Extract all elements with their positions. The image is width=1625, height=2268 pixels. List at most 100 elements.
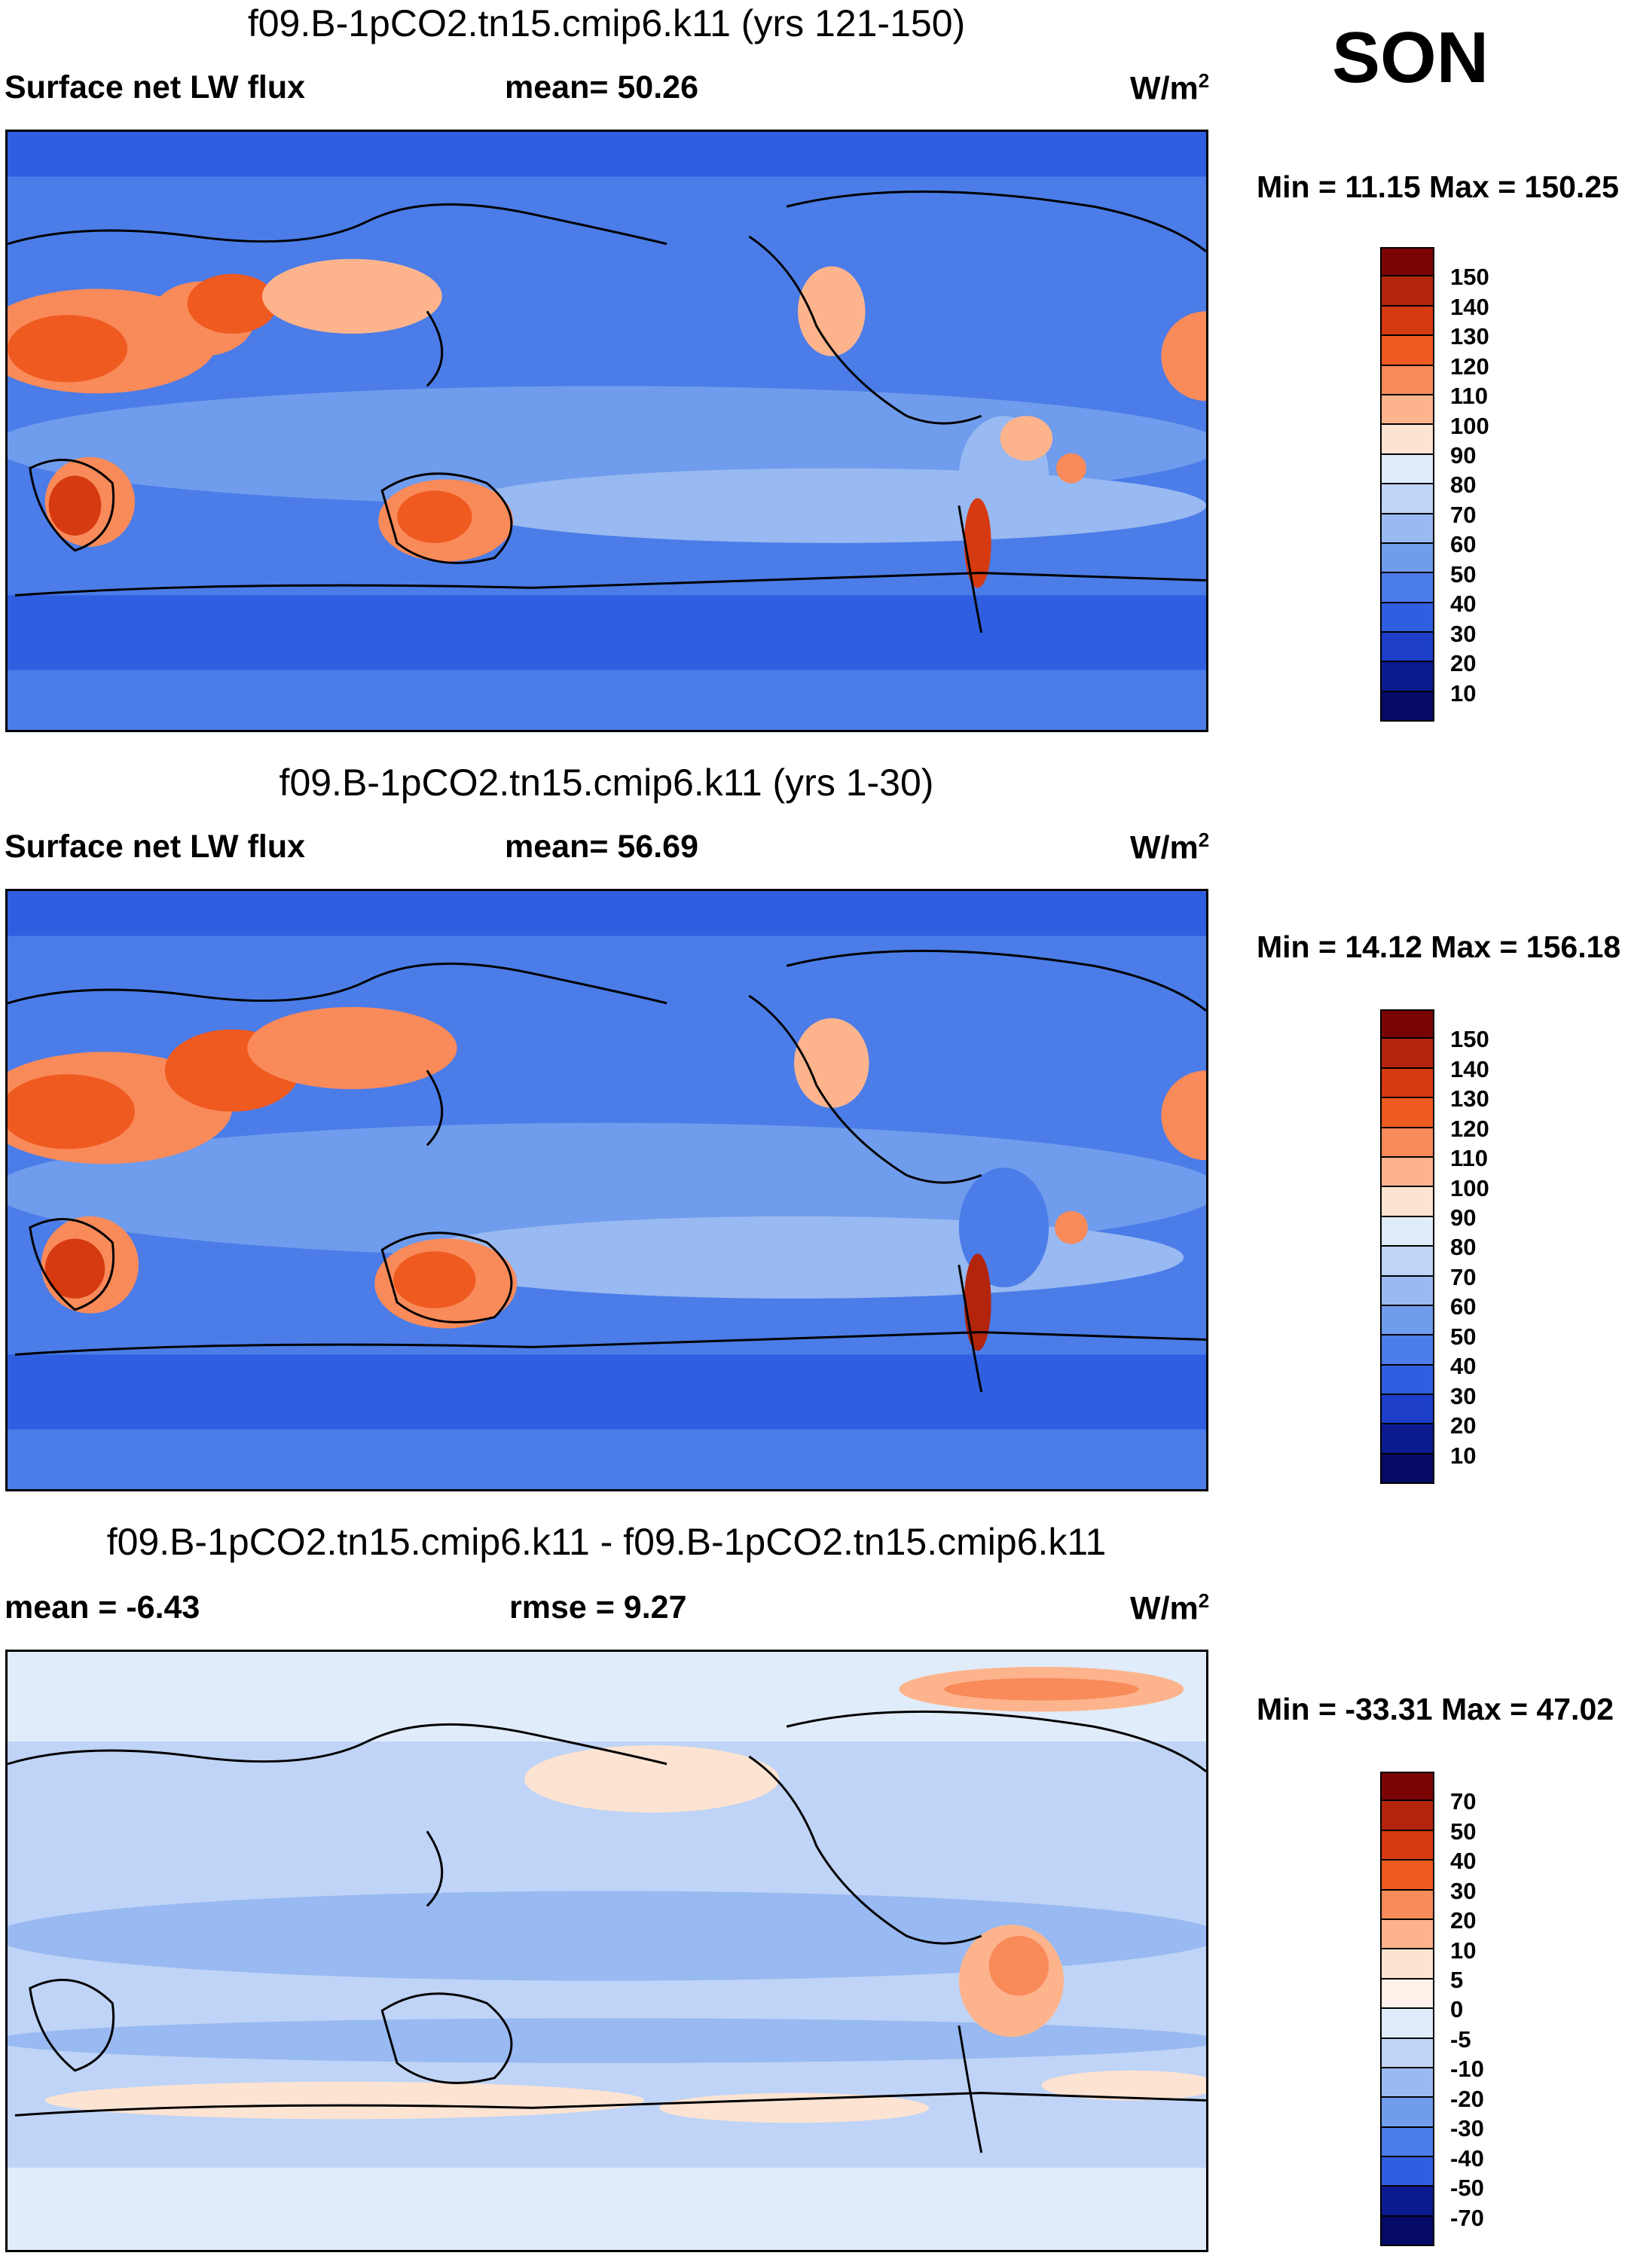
panel2-colorbar-cell (1380, 1335, 1434, 1366)
panel3-colorbar-cell (1380, 2127, 1434, 2158)
season-label: SON (1332, 17, 1489, 98)
panel3-colorbar-tick: -10 (1450, 2056, 1484, 2082)
panel2-title: f09.B-1pCO2.tn15.cmip6.k11 (yrs 1-30) (279, 762, 934, 804)
panel1-colorbar-tick: 50 (1450, 561, 1477, 588)
panel3-colorbar-tick: 20 (1450, 1907, 1477, 1934)
panel3-colorbar-cell (1380, 2098, 1434, 2128)
panel2-map (5, 889, 1208, 1491)
panel1-colorbar-cell (1380, 484, 1434, 514)
panel1-map (5, 130, 1208, 732)
panel1-colorbar-tick: 130 (1450, 323, 1489, 350)
panel1-colorbar-tick: 110 (1450, 383, 1489, 409)
panel3-colorbar-tick: 40 (1450, 1848, 1477, 1874)
panel2-map-field (8, 891, 1206, 1489)
panel2-colorbar-cell (1380, 1365, 1434, 1396)
panel3-colorbar-cell (1380, 1801, 1434, 1831)
panel2-colorbar (1380, 1009, 1434, 1485)
panel1-map-field (8, 132, 1206, 730)
panel1-colorbar (1380, 247, 1434, 722)
panel1-colorbar-cell (1380, 247, 1434, 277)
panel2-colorbar-tick: 150 (1450, 1026, 1489, 1052)
panel2-colorbar-cell (1380, 1157, 1434, 1188)
panel3-colorbar-cell (1380, 2009, 1434, 2039)
panel1-colorbar-cell (1380, 514, 1434, 544)
panel3-colorbar-tick: 70 (1450, 1788, 1477, 1815)
panel2-colorbar-cell (1380, 1098, 1434, 1128)
panel3-title: f09.B-1pCO2.tn15.cmip6.k11 - f09.B-1pCO2… (106, 1521, 1107, 1563)
panel1-minmax: Min = 11.15 Max = 150.25 (1257, 169, 1619, 204)
panel1-colorbar-cell (1380, 425, 1434, 455)
panel1-colorbar-tick: 120 (1450, 353, 1489, 380)
panel3-colorbar-cell (1380, 2068, 1434, 2099)
panel2-colorbar-tick: 20 (1450, 1412, 1477, 1439)
panel3-colorbar-tick: 30 (1450, 1878, 1477, 1904)
panel3-map-field (8, 1652, 1206, 2250)
panel2-colorbar-cell (1380, 1187, 1434, 1217)
panel2-colorbar-cell (1380, 1068, 1434, 1099)
panel1-colorbar-cell (1380, 543, 1434, 574)
panel2-colorbar-tick: 30 (1450, 1383, 1477, 1409)
panel2-colorbar-tick: 140 (1450, 1056, 1489, 1082)
panel2-colorbar-cell (1380, 1247, 1434, 1277)
panel1-colorbar-tick: 60 (1450, 531, 1477, 557)
panel3-colorbar-cell (1380, 1949, 1434, 1980)
panel1-colorbar-tick: 70 (1450, 502, 1477, 528)
panel1-colorbar-tick: 30 (1450, 621, 1477, 647)
panel1-field-label: Surface net LW flux (5, 69, 306, 105)
panel3-colorbar-tick: 0 (1450, 1996, 1464, 2022)
panel1-colorbar-tick: 140 (1450, 294, 1489, 320)
panel2-colorbar-tick: 110 (1450, 1145, 1489, 1171)
panel1-colorbar-cell (1380, 306, 1434, 337)
panel3-colorbar-labels: 70 50 40 30 20 10 5 0 -5 -10 -20 -30 -40… (1450, 1772, 1541, 2254)
panel1-colorbar-tick: 150 (1450, 264, 1489, 290)
panel2-mean-label: mean= 56.69 (505, 829, 698, 865)
panel1-colorbar-cell (1380, 662, 1434, 692)
panel1-mean-label: mean= 50.26 (505, 69, 698, 105)
panel3-colorbar-tick: -50 (1450, 2175, 1484, 2201)
panel3-colorbar-cell (1380, 2157, 1434, 2187)
panel3-colorbar-cell (1380, 2187, 1434, 2217)
panel1-colorbar-cell (1380, 633, 1434, 663)
panel3-colorbar-tick: 5 (1450, 1967, 1464, 1993)
panel1-colorbar-cell (1380, 454, 1434, 485)
panel2-colorbar-tick: 90 (1450, 1204, 1477, 1231)
panel2-colorbar-tick: 80 (1450, 1234, 1477, 1260)
panel2-colorbar-tick: 40 (1450, 1353, 1477, 1379)
panel1-colorbar-cell (1380, 395, 1434, 426)
panel1-colorbar-tick: 10 (1450, 680, 1477, 707)
panel3-units-label: W/m2 (1130, 1589, 1210, 1627)
panel2-colorbar-cell (1380, 1395, 1434, 1425)
panel3-colorbar-tick: 50 (1450, 1818, 1477, 1845)
panel2-colorbar-cell (1380, 1305, 1434, 1336)
panel2-colorbar-cell (1380, 1128, 1434, 1158)
panel3-colorbar-tick: 10 (1450, 1937, 1477, 1964)
panel1-colorbar-tick: 40 (1450, 591, 1477, 617)
panel3-colorbar-cell (1380, 1830, 1434, 1861)
panel2-colorbar-tick: 130 (1450, 1085, 1489, 1112)
panel2-colorbar-tick: 60 (1450, 1293, 1477, 1320)
panel1-colorbar-cell (1380, 365, 1434, 395)
panel3-colorbar-tick: -5 (1450, 2026, 1471, 2053)
panel2-field-label: Surface net LW flux (5, 829, 306, 865)
panel1-colorbar-tick: 80 (1450, 472, 1477, 498)
panel3-colorbar-cell (1380, 2216, 1434, 2247)
panel3-minmax: Min = -33.31 Max = 47.02 (1257, 1692, 1614, 1726)
panel3-colorbar-cell (1380, 2038, 1434, 2068)
panel2-colorbar-tick: 10 (1450, 1442, 1477, 1469)
panel2-colorbar-cell (1380, 1039, 1434, 1069)
panel3-colorbar (1380, 1772, 1434, 2247)
panel1-colorbar-tick: 90 (1450, 442, 1477, 469)
panel2-colorbar-tick: 70 (1450, 1264, 1477, 1290)
panel3-colorbar-cell (1380, 1860, 1434, 1891)
panel2-colorbar-cell (1380, 1454, 1434, 1485)
panel2-colorbar-cell (1380, 1216, 1434, 1247)
panel3-colorbar-tick: -20 (1450, 2086, 1484, 2112)
panel3-colorbar-cell (1380, 1890, 1434, 1920)
panel1-title: f09.B-1pCO2.tn15.cmip6.k11 (yrs 121-150) (247, 2, 966, 44)
panel3-mean-label: mean = -6.43 (5, 1589, 200, 1625)
panel1-colorbar-cell (1380, 603, 1434, 633)
panel3-map (5, 1650, 1208, 2252)
panel1-colorbar-cell (1380, 691, 1434, 722)
panel1-colorbar-cell (1380, 276, 1434, 307)
panel3-colorbar-cell (1380, 1919, 1434, 1950)
